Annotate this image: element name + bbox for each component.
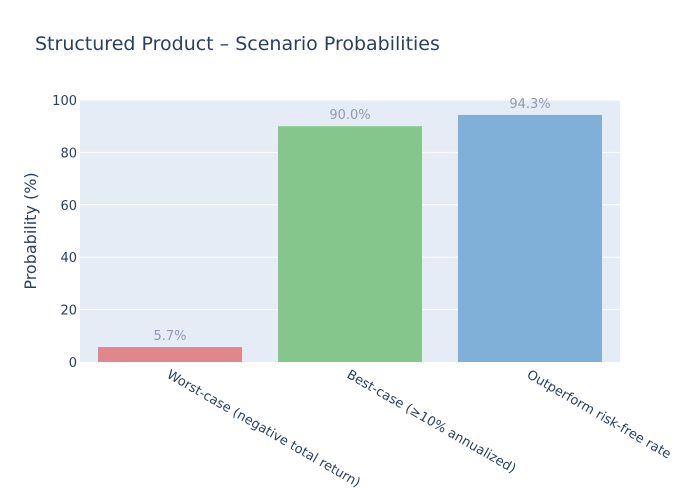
y-tick-label: 100 xyxy=(52,94,77,109)
y-tick-label: 0 xyxy=(69,356,77,371)
bar[interactable] xyxy=(98,347,242,362)
x-tick-label: Worst-case (negative total return) xyxy=(164,367,363,490)
x-tick-label: Outperform risk-free rate xyxy=(524,367,673,462)
y-axis-label: Probability (%) xyxy=(21,172,40,289)
bar[interactable] xyxy=(278,126,422,362)
bar-data-label: 90.0% xyxy=(329,108,370,123)
y-tick-label: 20 xyxy=(60,304,77,319)
plot-area: 0 20 40 60 80 100 5.7% Worst-case (negative tot… xyxy=(52,94,673,491)
chart-title: Structured Product – Scenario Probabilit… xyxy=(35,33,440,55)
x-tick-label: Best-case (≥10% annualized) xyxy=(344,367,518,476)
y-tick-label: 60 xyxy=(60,199,77,214)
y-tick-label: 80 xyxy=(60,146,77,161)
bar[interactable] xyxy=(458,114,602,363)
bar-data-label: 5.7% xyxy=(153,329,186,344)
y-tick-label: 40 xyxy=(60,251,77,266)
bar-data-label: 94.3% xyxy=(509,97,550,112)
